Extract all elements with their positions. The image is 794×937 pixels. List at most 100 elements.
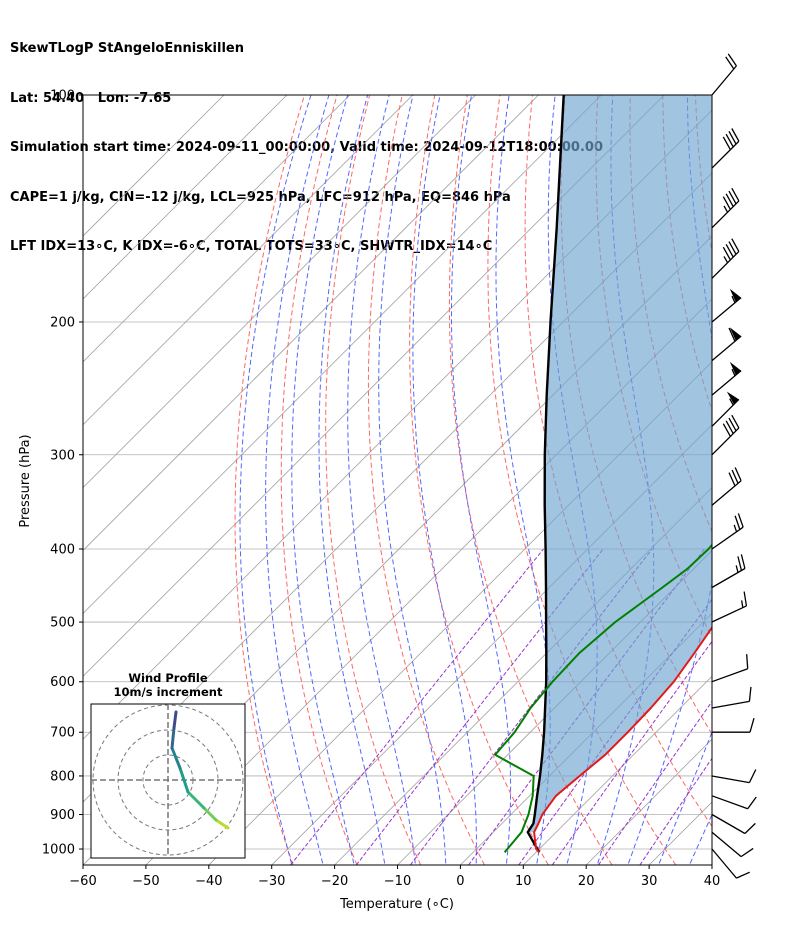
barb-flag: [722, 423, 731, 437]
wind-barb: [711, 128, 740, 169]
barb-staff: [711, 250, 740, 279]
barb-flag: [731, 238, 740, 252]
mixing-ratio-line: [290, 548, 544, 865]
wind-barb: [711, 591, 748, 623]
barb-flag: [728, 472, 736, 487]
barb-staff: [711, 65, 737, 96]
moist-adiabat: [318, 95, 386, 864]
barb-flag: [722, 246, 731, 261]
barb-half-flag: [741, 600, 744, 608]
y-tick-label: 600: [50, 675, 75, 690]
isotherm: [83, 95, 288, 300]
x-tick-label: −30: [258, 874, 285, 889]
cape-area: [527, 95, 712, 833]
wind-barb: [711, 795, 757, 810]
y-tick-label: 100: [50, 89, 75, 104]
barb-flag: [725, 193, 734, 207]
parcel-profile-line: [526, 95, 565, 853]
wind-barb: [712, 718, 755, 733]
barb-flag: [725, 56, 735, 70]
hodograph-plot: [91, 704, 245, 858]
barb-staff: [711, 813, 746, 835]
barb-staff: [711, 795, 748, 810]
y-tick-label: 700: [50, 726, 75, 741]
barb-flag: [728, 190, 737, 205]
wind-barb: [711, 813, 756, 835]
index-line: LFT IDX=13∘C, K IDX=-6∘C, TOTAL TOTS=33∘…: [10, 239, 493, 254]
wind-barb: [711, 654, 749, 683]
barb-staff: [711, 700, 750, 709]
wind-barb: [711, 288, 742, 323]
barb-pennant: [726, 391, 739, 405]
isotherm: [83, 95, 413, 426]
hodograph-segment: [202, 806, 218, 822]
x-tick-label: 0: [456, 874, 464, 889]
wind-barb: [711, 467, 742, 506]
barb-flag: [747, 796, 757, 810]
isotherm: [397, 549, 712, 865]
isotherm: [271, 424, 712, 865]
axis-ticks: −60 −50 −40 −30 −20 −10 0 10 20 30 40 1000 900 800 700…: [42, 89, 720, 890]
hodograph-subtitle: 10m/s increment: [114, 685, 223, 699]
wind-barb: [711, 554, 746, 589]
chart-title: SkewTLogP StAngeloEnniskillen: [10, 41, 244, 56]
mixing-ratio-line: [518, 598, 712, 865]
barb-half-flag: [723, 205, 729, 213]
hodograph-segment: [172, 710, 178, 730]
barb-flag: [746, 654, 749, 669]
y-tick-label: 500: [50, 616, 75, 631]
barb-flag: [744, 822, 756, 834]
temperature-profile-line: [533, 625, 712, 853]
location-line: Lat: 54.40 Lon: -7.65: [10, 90, 172, 106]
dry-adiabat: [728, 95, 794, 865]
barb-flag: [731, 469, 739, 484]
barb-flag: [728, 327, 736, 342]
moist-adiabat: [239, 95, 312, 864]
barb-flag: [725, 420, 734, 434]
x-tick-label: 20: [578, 874, 595, 889]
barb-pennant: [729, 361, 742, 376]
barb-flag: [740, 847, 754, 858]
wind-barb: [711, 414, 740, 456]
moist-adiabat: [627, 95, 712, 864]
barb-staff: [711, 398, 740, 427]
barb-flag: [722, 196, 731, 210]
barb-flag: [749, 718, 755, 733]
isotherm: [83, 95, 539, 552]
wind-barb: [711, 361, 742, 396]
dry-adiabat: [524, 95, 712, 828]
wind-barb: [711, 53, 737, 96]
barb-half-flag: [723, 256, 729, 264]
moist-adiabat: [347, 95, 416, 864]
barb-staff: [711, 480, 742, 506]
barb-pennant: [729, 288, 742, 303]
mixing-ratio-line: [551, 640, 712, 865]
y-tick-label: 300: [50, 448, 75, 463]
x-tick-label: −50: [132, 874, 159, 889]
barb-flag: [728, 131, 737, 145]
y-tick-label: 400: [50, 542, 75, 557]
mixing-ratio-line: [639, 757, 712, 865]
mixing-ratio-line: [355, 548, 604, 865]
barb-flag: [737, 513, 744, 528]
isotherm: [83, 95, 665, 677]
dry-adiabat: [409, 95, 549, 865]
hodograph-segment: [170, 746, 182, 770]
barb-flag: [737, 556, 743, 571]
time-line: Simulation start time: 2024-09-11_00:00:…: [10, 140, 603, 155]
wind-barb: [711, 686, 752, 709]
wind-barb: [711, 513, 744, 550]
dry-adiabat: [448, 95, 613, 865]
isotherm: [83, 95, 602, 614]
barb-staff: [711, 668, 748, 683]
barb-flag: [748, 686, 752, 702]
y-tick-label: 200: [50, 315, 75, 330]
barb-flag: [728, 241, 737, 255]
y-axis-label: Pressure (hPa): [18, 434, 33, 527]
barb-staff: [711, 200, 740, 229]
moist-adiabat: [658, 730, 712, 864]
cape-line: CAPE=1 j/kg, CIN=-12 j/kg, LCL=925 hPa, …: [10, 189, 511, 205]
barb-staff: [711, 605, 747, 623]
isotherm: [83, 95, 225, 237]
y-tick-label: 1000: [42, 843, 75, 858]
